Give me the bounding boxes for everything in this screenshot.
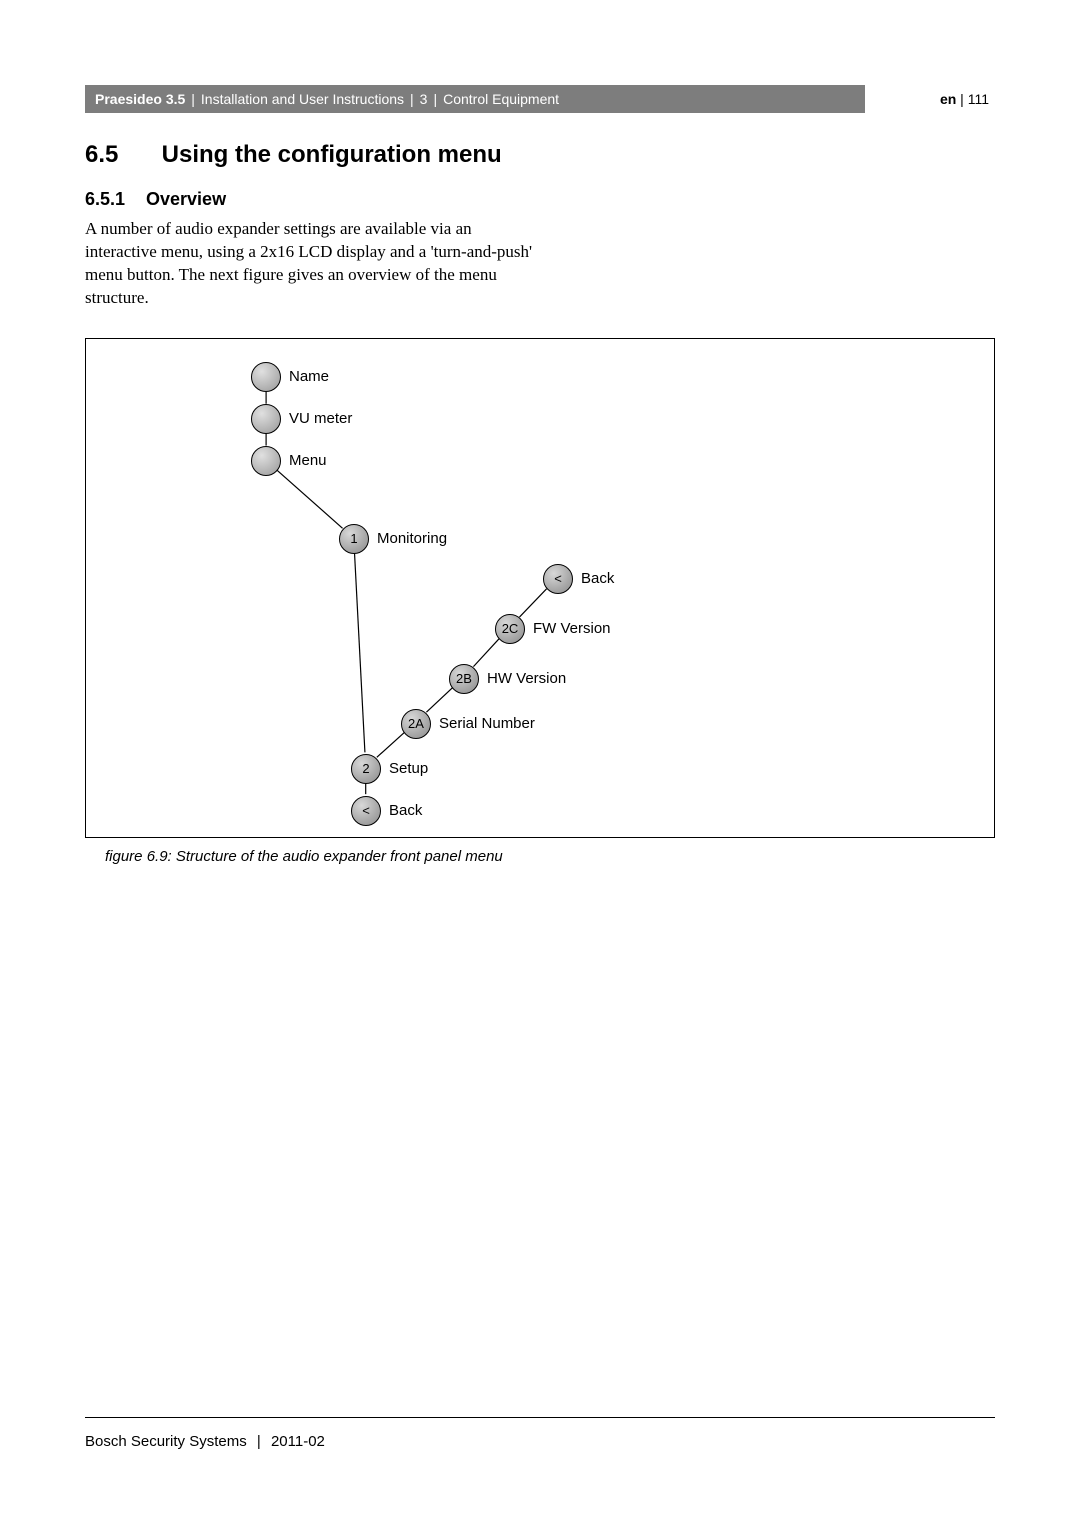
node-label: Back <box>581 570 614 587</box>
subsection-number: 6.5.1 <box>85 189 141 210</box>
subsection-title: Overview <box>146 189 226 209</box>
breadcrumb-3: Control Equipment <box>443 91 559 107</box>
sep: | <box>427 91 443 107</box>
node-circle <box>251 362 281 392</box>
menu-node-sn: 2A Serial Number <box>401 709 535 739</box>
figure-box: Name VU meter Menu 1 Monitoring < Back 2C FW Ver… <box>85 338 995 838</box>
node-circle: < <box>543 564 573 594</box>
menu-node-mon: 1 Monitoring <box>339 524 447 554</box>
menu-node-name: Name <box>251 362 329 392</box>
node-circle: 2B <box>449 664 479 694</box>
subsection-heading: 6.5.1 Overview <box>85 189 995 210</box>
node-label: Serial Number <box>439 715 535 732</box>
menu-node-vu: VU meter <box>251 404 352 434</box>
header-page: en | 111 <box>865 85 995 113</box>
node-label: FW Version <box>533 620 611 637</box>
sep: | <box>251 1433 267 1450</box>
product-name: Praesideo 3.5 <box>95 91 185 107</box>
edge <box>355 553 365 752</box>
footer-date: 2011-02 <box>271 1433 325 1450</box>
breadcrumb-1: Installation and User Instructions <box>201 91 404 107</box>
menu-node-hw: 2B HW Version <box>449 664 566 694</box>
menu-node-fw: 2C FW Version <box>495 614 611 644</box>
node-label: Setup <box>389 760 428 777</box>
node-label: VU meter <box>289 410 352 427</box>
page: Praesideo 3.5 | Installation and User In… <box>0 0 1080 1528</box>
node-label: Menu <box>289 452 327 469</box>
node-circle <box>251 404 281 434</box>
bottom-rule <box>85 1417 995 1418</box>
breadcrumb-2: 3 <box>420 91 428 107</box>
lang: en <box>940 91 956 107</box>
node-label: Monitoring <box>377 530 447 547</box>
section-title: Using the configuration menu <box>162 141 502 168</box>
menu-node-back2: < Back <box>351 796 422 826</box>
node-circle: 2C <box>495 614 525 644</box>
footer-company: Bosch Security Systems <box>85 1433 247 1450</box>
menu-node-setup: 2 Setup <box>351 754 428 784</box>
node-label: Back <box>389 802 422 819</box>
diagram-edges <box>86 339 994 837</box>
section-number: 6.5 <box>85 141 155 169</box>
figure-caption: figure 6.9: Structure of the audio expan… <box>105 848 995 865</box>
sep: | <box>956 91 967 107</box>
page-number: 111 <box>968 91 989 107</box>
node-circle: 2 <box>351 754 381 784</box>
node-circle: 2A <box>401 709 431 739</box>
sep: | <box>185 91 201 107</box>
node-label: HW Version <box>487 670 566 687</box>
overview-paragraph: A number of audio expander settings are … <box>85 218 545 310</box>
header-bar: Praesideo 3.5 | Installation and User In… <box>85 85 865 113</box>
edge <box>277 470 342 528</box>
footer: Bosch Security Systems | 2011-02 <box>85 1433 325 1450</box>
node-circle <box>251 446 281 476</box>
menu-node-menu: Menu <box>251 446 327 476</box>
menu-node-back1: < Back <box>543 564 614 594</box>
header-row: Praesideo 3.5 | Installation and User In… <box>85 85 995 113</box>
section-heading: 6.5 Using the configuration menu <box>85 141 995 169</box>
node-circle: < <box>351 796 381 826</box>
node-circle: 1 <box>339 524 369 554</box>
sep: | <box>404 91 420 107</box>
node-label: Name <box>289 368 329 385</box>
